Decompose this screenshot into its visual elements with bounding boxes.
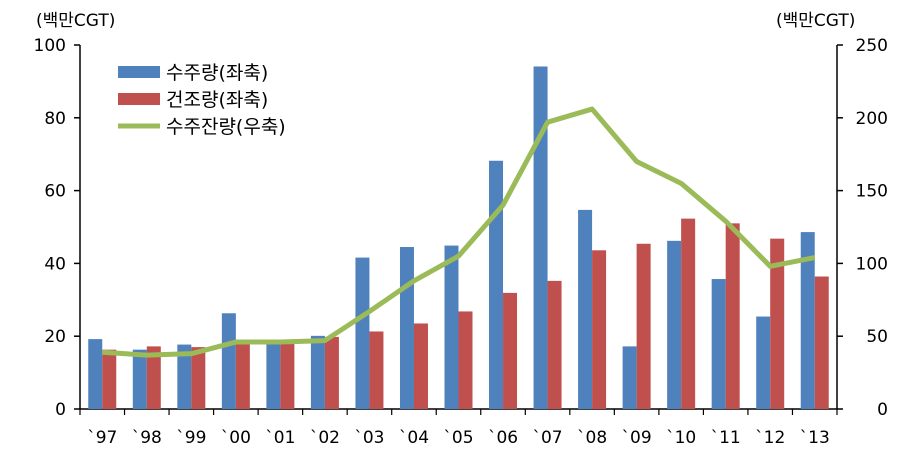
bar-orders bbox=[756, 316, 771, 409]
bar-completions bbox=[369, 331, 384, 409]
bar-orders bbox=[489, 160, 504, 409]
bars bbox=[88, 66, 829, 409]
bar-completions bbox=[592, 250, 607, 409]
x-tick-label: `09 bbox=[622, 428, 652, 448]
left-tick-label: 40 bbox=[44, 254, 66, 274]
x-tick-label: `03 bbox=[354, 428, 384, 448]
bar-orders bbox=[578, 209, 593, 409]
bar-completions bbox=[146, 346, 161, 409]
right-tick-label: 150 bbox=[856, 182, 888, 202]
x-tick-label: `07 bbox=[532, 428, 562, 448]
bar-completions bbox=[681, 218, 696, 409]
x-tick-label: `11 bbox=[711, 428, 741, 448]
bar-completions bbox=[503, 292, 518, 409]
left-tick-label: 60 bbox=[44, 182, 66, 202]
bar-orders bbox=[221, 313, 236, 409]
right-tick-label: 100 bbox=[856, 254, 888, 274]
left-tick-label: 20 bbox=[44, 327, 66, 347]
legend-swatch bbox=[118, 66, 160, 78]
left-tick-label: 100 bbox=[34, 36, 66, 56]
x-tick-label: `08 bbox=[577, 428, 607, 448]
legend-label: 수주잔량(우축) bbox=[166, 116, 286, 138]
right-tick-label: 200 bbox=[856, 109, 888, 129]
left-axis-unit: (백만CGT) bbox=[36, 11, 115, 31]
x-tick-label: `00 bbox=[221, 428, 251, 448]
left-tick-label: 80 bbox=[44, 109, 66, 129]
tick-labels: 0 20 40 60 80 100 0 50 100 150 200 250 `97 `98 `99 `00 `… bbox=[34, 36, 888, 448]
legend: 수주량(좌축) 건조량(좌축) 수주잔량(우축) bbox=[118, 62, 286, 138]
right-tick-label: 250 bbox=[856, 36, 888, 56]
x-tick-label: `12 bbox=[755, 428, 785, 448]
line-orderbook bbox=[102, 106, 816, 358]
x-tick-label: `06 bbox=[488, 428, 518, 448]
bar-completions bbox=[636, 243, 651, 409]
x-tick-label: `98 bbox=[132, 428, 162, 448]
legend-label: 건조량(좌축) bbox=[166, 89, 268, 111]
bar-completions bbox=[324, 336, 339, 409]
bar-completions bbox=[102, 349, 117, 409]
x-tick-label: `97 bbox=[87, 428, 117, 448]
legend-label: 수주량(좌축) bbox=[166, 62, 268, 84]
bar-orders bbox=[622, 346, 637, 409]
bar-completions bbox=[413, 323, 428, 409]
x-tick-label: `04 bbox=[399, 428, 429, 448]
bar-orders bbox=[177, 344, 192, 409]
bar-completions bbox=[814, 276, 829, 409]
bar-orders bbox=[355, 257, 370, 409]
right-axis-unit: (백만CGT) bbox=[776, 11, 855, 31]
bar-completions bbox=[191, 347, 206, 409]
bar-orders bbox=[444, 245, 459, 409]
x-tick-label: `10 bbox=[666, 428, 696, 448]
x-tick-label: `13 bbox=[800, 428, 830, 448]
bar-completions bbox=[235, 343, 250, 409]
right-tick-label: 50 bbox=[866, 327, 888, 347]
bar-orders bbox=[533, 66, 548, 409]
left-tick-label: 0 bbox=[55, 400, 66, 420]
x-tick-label: `01 bbox=[265, 428, 295, 448]
bar-orders bbox=[132, 349, 147, 409]
bar-orders bbox=[667, 240, 682, 409]
x-tick-label: `05 bbox=[443, 428, 473, 448]
line-series bbox=[102, 106, 816, 358]
bar-completions bbox=[725, 223, 740, 409]
bar-completions bbox=[547, 280, 562, 409]
bar-orders bbox=[266, 343, 281, 409]
x-tick-label: `02 bbox=[310, 428, 340, 448]
x-tick-label: `99 bbox=[176, 428, 206, 448]
bar-completions bbox=[458, 311, 473, 409]
bar-completions bbox=[770, 238, 785, 409]
bar-completions bbox=[280, 343, 295, 409]
bar-orders bbox=[88, 339, 103, 409]
bar-orders bbox=[711, 279, 726, 409]
bar-orders bbox=[310, 335, 325, 409]
right-tick-label: 0 bbox=[877, 400, 888, 420]
bar-orders bbox=[399, 247, 414, 409]
bar-orders bbox=[800, 232, 815, 409]
legend-swatch bbox=[118, 93, 160, 105]
